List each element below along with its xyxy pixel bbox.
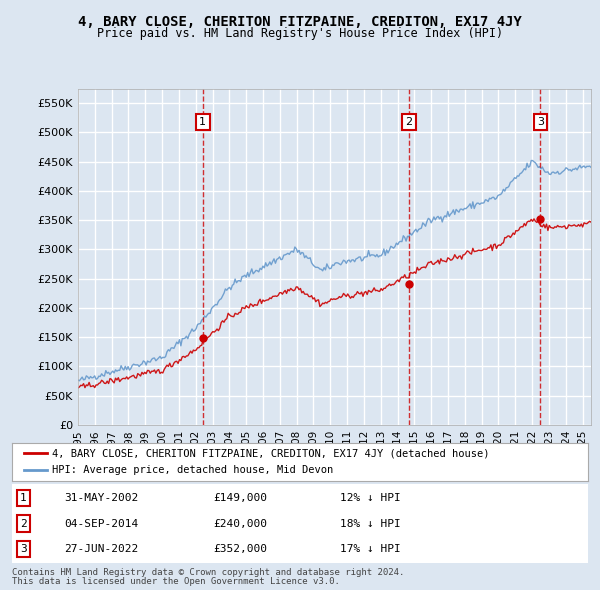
Text: This data is licensed under the Open Government Licence v3.0.: This data is licensed under the Open Gov… (12, 577, 340, 586)
Text: HPI: Average price, detached house, Mid Devon: HPI: Average price, detached house, Mid … (52, 465, 334, 475)
Text: 1: 1 (199, 117, 206, 127)
Text: 18% ↓ HPI: 18% ↓ HPI (340, 519, 401, 529)
Text: 17% ↓ HPI: 17% ↓ HPI (340, 544, 401, 554)
Text: £149,000: £149,000 (214, 493, 268, 503)
Text: 3: 3 (20, 544, 27, 554)
Text: 4, BARY CLOSE, CHERITON FITZPAINE, CREDITON, EX17 4JY: 4, BARY CLOSE, CHERITON FITZPAINE, CREDI… (78, 15, 522, 29)
Text: Price paid vs. HM Land Registry's House Price Index (HPI): Price paid vs. HM Land Registry's House … (97, 27, 503, 40)
Text: 2: 2 (20, 519, 27, 529)
Text: 1: 1 (20, 493, 27, 503)
Text: Contains HM Land Registry data © Crown copyright and database right 2024.: Contains HM Land Registry data © Crown c… (12, 568, 404, 576)
Text: 12% ↓ HPI: 12% ↓ HPI (340, 493, 401, 503)
Text: 04-SEP-2014: 04-SEP-2014 (64, 519, 138, 529)
Text: 2: 2 (405, 117, 412, 127)
Text: 3: 3 (537, 117, 544, 127)
Text: 27-JUN-2022: 27-JUN-2022 (64, 544, 138, 554)
Text: 31-MAY-2002: 31-MAY-2002 (64, 493, 138, 503)
Text: 4, BARY CLOSE, CHERITON FITZPAINE, CREDITON, EX17 4JY (detached house): 4, BARY CLOSE, CHERITON FITZPAINE, CREDI… (52, 448, 490, 458)
Text: £240,000: £240,000 (214, 519, 268, 529)
Text: £352,000: £352,000 (214, 544, 268, 554)
